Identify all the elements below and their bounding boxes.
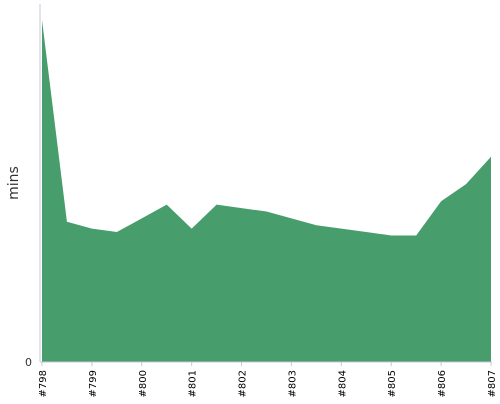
x-tick-label: #807 bbox=[487, 370, 498, 397]
y-ticks: 0 bbox=[25, 356, 32, 369]
x-tick-label: #801 bbox=[188, 370, 199, 397]
x-tick-label: #803 bbox=[287, 370, 298, 397]
x-ticks: #798 #799 #800 #801 #802 #803 #804 #805 #806 #807 bbox=[38, 362, 498, 397]
x-tick-label: #802 bbox=[238, 370, 249, 397]
x-tick-label: #806 bbox=[437, 370, 448, 397]
x-tick-label: #800 bbox=[138, 370, 149, 397]
x-tick-label: #799 bbox=[88, 370, 99, 397]
plot-area bbox=[42, 20, 491, 362]
x-tick-label: #798 bbox=[38, 370, 49, 397]
x-tick-label: #805 bbox=[387, 370, 398, 397]
y-axis-label: mins bbox=[6, 166, 22, 200]
x-tick-label: #804 bbox=[337, 370, 348, 397]
area-series bbox=[42, 20, 491, 362]
y-tick-label: 0 bbox=[25, 356, 32, 369]
